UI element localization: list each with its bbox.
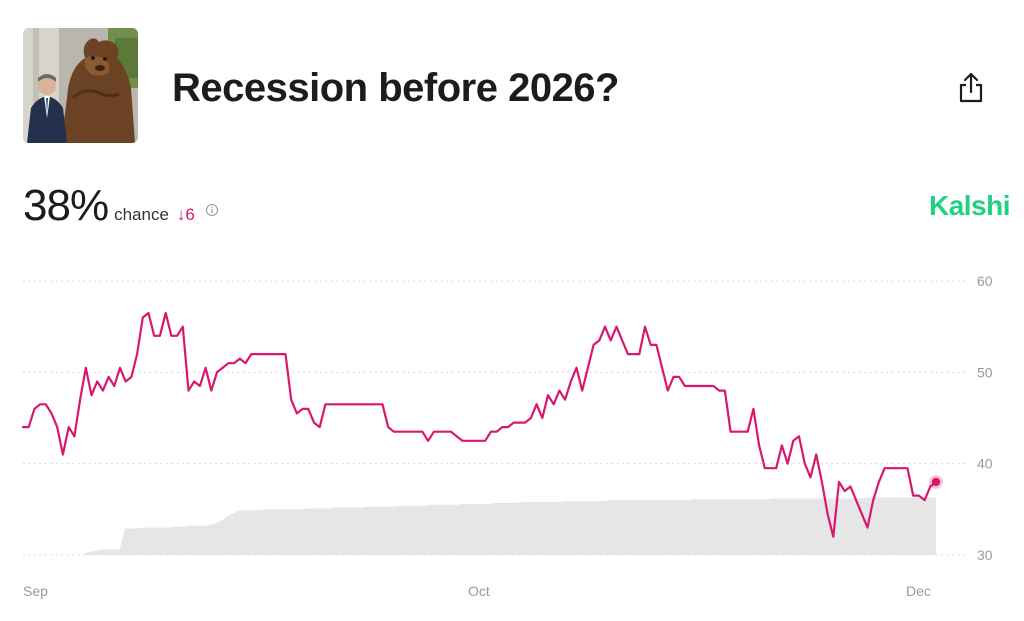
page-title: Recession before 2026? (172, 66, 620, 110)
share-button[interactable] (955, 70, 987, 106)
probability-value: 38% (23, 181, 109, 230)
probability-change: ↓6 (176, 205, 195, 224)
volume-area (23, 497, 936, 555)
kalshi-logo: Kalshi (928, 190, 1011, 221)
y-tick-label: 60 (977, 273, 993, 289)
share-icon (959, 72, 983, 103)
info-icon[interactable] (205, 203, 219, 217)
y-tick-label: 40 (977, 456, 993, 472)
y-tick-label: 50 (977, 364, 993, 380)
bear-statue-photo (23, 28, 138, 143)
y-tick-label: 30 (977, 547, 993, 563)
x-tick-label: Dec (906, 583, 931, 599)
market-thumbnail (23, 28, 138, 143)
odds-chart: 60 50 40 30 Sep Oct Dec (21, 273, 993, 599)
current-point (931, 477, 941, 487)
probability-line (21, 311, 938, 538)
odds-summary: 38% chance ↓6 (23, 181, 219, 231)
x-tick-label: Oct (468, 583, 490, 599)
chance-label: chance (114, 205, 169, 224)
x-tick-label: Sep (23, 583, 48, 599)
